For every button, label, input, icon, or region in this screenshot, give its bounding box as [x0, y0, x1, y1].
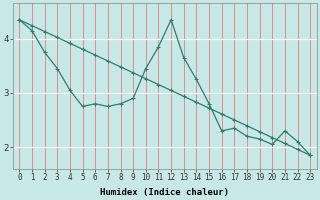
X-axis label: Humidex (Indice chaleur): Humidex (Indice chaleur)	[100, 188, 229, 197]
